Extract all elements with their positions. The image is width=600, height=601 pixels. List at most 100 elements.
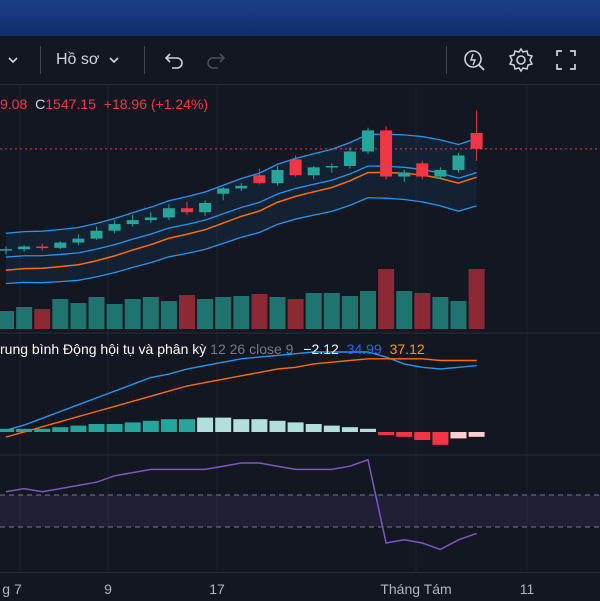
macd-histogram-bar [70,425,87,432]
undo-button[interactable] [162,36,184,84]
bollinger-band-fill [6,134,477,284]
macd-histogram-value: −2.12 [303,341,339,357]
candle-body [235,185,248,189]
macd-histogram-bar [341,427,358,432]
header-bar [0,0,600,36]
macd-histogram-bar [360,428,376,432]
volume-bar [251,294,268,329]
macd-params: 12 26 close 9 [210,341,294,357]
change-percent: (+1.24%) [150,96,209,112]
bollinger-upper-line [5,133,477,234]
volume-bar [215,297,232,329]
fullscreen-button[interactable] [554,36,578,84]
bollinger-lower-line [5,197,477,285]
candle-body [307,167,320,176]
candle-body [398,172,411,177]
macd-histogram-bar [34,428,51,432]
candle-body [181,208,193,213]
volume-bar [323,293,340,329]
volume-bar [70,303,87,329]
x-label: g 7 [2,581,22,597]
chevron-down-icon-svg [8,57,18,64]
volume-bar [287,299,304,329]
redo-button[interactable] [206,36,228,84]
rsi-line [5,458,477,551]
macd-histogram-bar [215,417,232,432]
volume-bar [197,299,214,329]
candle-body [343,151,356,166]
change-value: +18.96 [103,96,147,112]
volume-bar [414,293,431,329]
macd-line [5,351,477,431]
candle-body [452,155,465,170]
macd-histogram-bar [88,424,105,432]
macd-histogram-bar [142,420,159,432]
volume-bar [179,295,195,329]
volume-bar [360,291,376,329]
volume-bar [16,307,33,329]
candle-body [0,249,12,251]
macd-histogram-bar [432,432,449,445]
time-axis[interactable]: g 7 9 17 Tháng Tám 11 [0,572,600,601]
macd-histogram-bar [233,419,250,432]
undo-icon [164,53,183,69]
chevron-down-icon [109,57,119,64]
close-prefix: C [35,96,46,112]
candle-body [470,133,483,149]
candle-body [90,230,103,239]
macd-histogram-bar [160,419,177,432]
volume-bar [341,296,358,329]
x-label: Tháng Tám [380,581,452,597]
macd-title: rung bình Động hội tụ và phân kỳ [0,341,207,357]
volume-bar [142,297,159,329]
toolbar-divider [446,46,447,74]
macd-histogram-bar [323,425,340,432]
chevron-down-icon[interactable] [6,36,20,84]
toolbar-divider [40,46,41,74]
volume-bar [160,301,177,329]
profile-dropdown[interactable]: Hồ sơ [56,36,121,84]
fullscreen-icon [556,50,576,70]
candle-body [162,208,175,218]
volume-bar [269,297,286,329]
candle-body [126,220,139,225]
alert-button[interactable] [462,36,488,84]
settings-button[interactable] [508,36,534,84]
candle-body [325,166,338,168]
macd-histogram-bar [378,432,395,436]
macd-legend[interactable]: rung bình Động hội tụ và phân kỳ 12 26 c… [0,341,425,357]
candle-body [416,163,429,177]
macd-histogram-bar [450,432,467,439]
gear-icon [508,47,534,73]
volume-bar [233,296,250,329]
macd-signal-value: 37.12 [389,341,425,357]
close-value: 1547.15 [45,96,96,112]
x-label: 9 [104,581,112,597]
prev-value-fragment: 9.08 [0,96,28,112]
macd-histogram-bar [468,432,485,437]
alert-clock-icon [464,50,485,71]
macd-histogram-bar [251,419,268,432]
price-chart[interactable] [0,0,600,572]
bollinger-basis-line [5,165,477,258]
volume-bar [468,269,485,329]
candle-body [54,242,67,248]
candle-body [108,224,121,231]
redo-icon [207,53,226,69]
rsi-band-fill [0,495,600,527]
volume-bar [52,299,69,329]
volume-bar [88,297,105,329]
candle-body [72,238,85,243]
candle-body [217,188,230,194]
candle-body [434,169,447,177]
profile-label: Hồ sơ [56,51,100,68]
macd-histogram-bar [305,424,322,432]
candle-body [253,175,266,184]
macd-histogram-bar [16,428,33,432]
macd-histogram-bar [52,427,69,432]
candle-body [380,130,393,177]
macd-histogram-bar [124,422,141,432]
candle-body [289,159,302,176]
x-label: 17 [209,581,225,597]
macd-histogram-bar [287,422,304,432]
